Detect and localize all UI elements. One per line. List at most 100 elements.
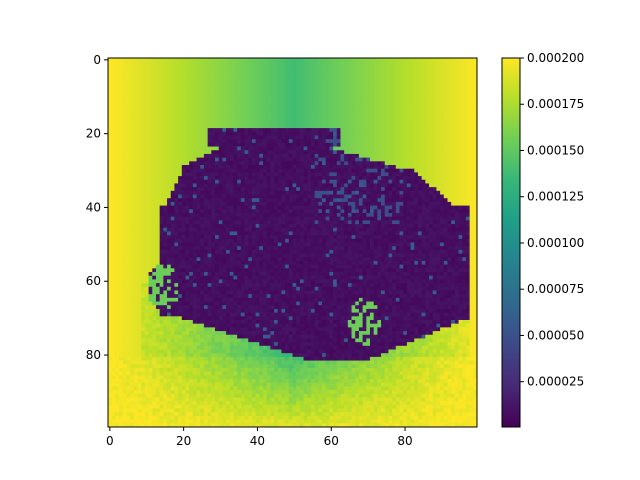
heatmap-cell: [322, 183, 327, 188]
heatmap-cell: [115, 227, 120, 232]
heatmap-cell: [347, 227, 352, 232]
heatmap-cell: [274, 176, 279, 181]
heatmap-cell: [126, 205, 131, 210]
heatmap-cell: [299, 172, 304, 177]
heatmap-cell: [288, 80, 293, 85]
heatmap-cell: [251, 83, 256, 88]
heatmap-cell: [314, 212, 319, 218]
heatmap-cell: [377, 128, 382, 133]
heatmap-cell: [388, 205, 393, 210]
heatmap-cell: [369, 128, 375, 133]
heatmap-cell: [373, 58, 378, 63]
heatmap-cell: [310, 227, 316, 232]
heatmap-cell: [152, 87, 157, 92]
heatmap-cell: [285, 227, 290, 232]
heatmap-cell: [384, 135, 389, 140]
heatmap-cell: [299, 238, 304, 243]
heatmap-cell: [152, 179, 157, 184]
heatmap-cell: [141, 209, 146, 214]
heatmap-cell: [108, 238, 113, 243]
heatmap-cell: [329, 98, 334, 103]
heatmap-cell: [417, 183, 423, 188]
heatmap-cell: [270, 201, 275, 206]
heatmap-cell: [322, 216, 327, 221]
heatmap-cell: [351, 176, 356, 181]
heatmap-cell: [240, 153, 245, 159]
heatmap-cell: [203, 109, 209, 114]
heatmap-cell: [388, 238, 393, 243]
heatmap-cell: [355, 212, 360, 218]
heatmap-cell: [299, 98, 304, 103]
heatmap-cell: [285, 146, 290, 151]
heatmap-cell: [347, 109, 352, 114]
heatmap-cell: [222, 161, 227, 166]
heatmap-cell: [270, 72, 275, 77]
heatmap-cell: [229, 238, 234, 243]
heatmap-cell: [381, 238, 386, 243]
heatmap-cell: [454, 227, 459, 232]
heatmap-cell: [310, 168, 316, 173]
heatmap-cell: [355, 117, 360, 122]
heatmap-cell: [226, 105, 231, 111]
heatmap-cell: [274, 98, 279, 103]
heatmap-cell: [465, 187, 471, 192]
heatmap-cell: [358, 135, 364, 140]
heatmap-cell: [155, 58, 161, 63]
heatmap-cell: [277, 168, 282, 173]
heatmap-cell: [310, 131, 316, 136]
heatmap-cell: [270, 187, 275, 192]
heatmap-cell: [351, 238, 356, 243]
heatmap-cell: [144, 139, 149, 144]
heatmap-cell: [215, 105, 220, 111]
heatmap-cell: [141, 65, 146, 70]
heatmap-cell: [403, 83, 408, 88]
heatmap-cell: [469, 235, 474, 240]
heatmap-cell: [152, 165, 157, 170]
heatmap-cell: [288, 105, 293, 111]
heatmap-cell: [200, 61, 205, 66]
heatmap-cell: [399, 120, 404, 125]
heatmap-cell: [255, 209, 260, 214]
heatmap-cell: [200, 153, 205, 159]
heatmap-cell: [362, 120, 367, 125]
heatmap-cell: [144, 69, 149, 74]
heatmap-cell: [310, 61, 316, 66]
heatmap-cell: [440, 209, 445, 214]
heatmap-cell: [178, 224, 183, 229]
heatmap-cell: [329, 72, 334, 77]
heatmap-cell: [281, 205, 286, 210]
heatmap-cell: [192, 113, 197, 118]
heatmap-cell: [159, 212, 164, 218]
heatmap-cell: [340, 87, 345, 92]
heatmap-cell: [111, 205, 116, 210]
heatmap-cell: [229, 198, 234, 203]
heatmap-cell: [355, 72, 360, 77]
heatmap-cell: [410, 216, 415, 221]
heatmap-cell: [122, 105, 127, 111]
heatmap-cell: [262, 216, 268, 221]
heatmap-cell: [440, 216, 445, 221]
heatmap-cell: [200, 135, 205, 140]
heatmap-cell: [207, 72, 212, 77]
heatmap-cell: [469, 179, 474, 184]
heatmap-cell: [237, 172, 242, 177]
heatmap-cell: [285, 150, 290, 155]
heatmap-cell: [237, 153, 242, 159]
heatmap-cell: [226, 135, 231, 140]
heatmap-cell: [340, 153, 345, 159]
heatmap-cell: [163, 139, 168, 144]
heatmap-cell: [473, 227, 477, 232]
heatmap-cell: [377, 91, 382, 96]
heatmap-cell: [152, 65, 157, 70]
heatmap-cell: [274, 165, 279, 170]
heatmap-cell: [130, 72, 135, 77]
heatmap-cell: [229, 142, 234, 147]
heatmap-cell: [277, 80, 282, 85]
heatmap-cell: [159, 87, 164, 92]
heatmap-cell: [417, 165, 423, 170]
heatmap-cell: [281, 87, 286, 92]
heatmap-cell: [440, 76, 445, 81]
heatmap-cell: [440, 187, 445, 192]
heatmap-cell: [152, 176, 157, 181]
heatmap-cell: [469, 98, 474, 103]
